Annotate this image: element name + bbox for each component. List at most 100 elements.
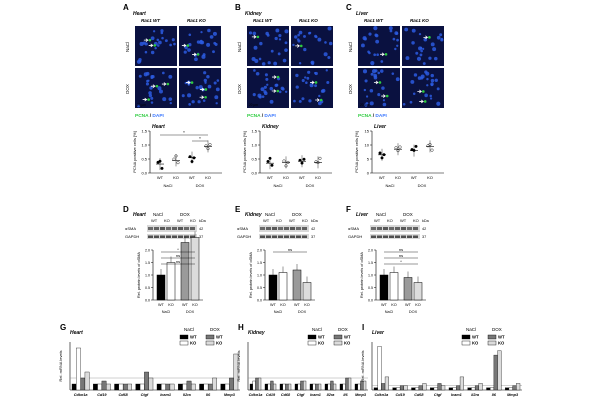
blot-band <box>296 227 301 230</box>
blot-band <box>290 227 295 230</box>
nucleus <box>388 26 393 31</box>
col-label-ko: Rac1 KO <box>299 18 318 23</box>
nucleus <box>416 56 422 61</box>
blot-band <box>377 235 382 238</box>
nucleus <box>409 100 413 104</box>
nucleus <box>195 86 199 90</box>
nucleus <box>275 28 280 33</box>
nucleus <box>395 77 400 82</box>
nucleus <box>282 58 287 63</box>
nucleus <box>200 31 203 34</box>
arrow-icon <box>150 84 156 88</box>
group-label: NaCl <box>162 310 171 314</box>
blot-band <box>383 227 388 230</box>
bar <box>497 350 502 391</box>
nucleus <box>426 77 429 81</box>
nucleus <box>368 32 372 36</box>
blot-band <box>190 235 195 238</box>
bar <box>166 262 176 301</box>
nucleus <box>315 35 318 39</box>
nucleus <box>394 47 397 51</box>
nucleus <box>304 76 307 79</box>
blot-row-label: GAPDH <box>348 234 362 239</box>
gene-label: Cd68 <box>414 393 424 397</box>
micrograph <box>402 26 444 66</box>
bar <box>474 385 479 391</box>
nucleus <box>158 89 163 94</box>
nucleus <box>266 83 269 86</box>
gene-label: Icam1 <box>160 393 171 397</box>
pcna-nucleus <box>190 81 194 84</box>
x-tick-label: KO <box>427 175 433 180</box>
bar <box>270 380 274 391</box>
x-tick-label: KO <box>391 303 397 307</box>
bar <box>229 377 234 391</box>
blot-band <box>154 227 159 230</box>
nucleus <box>325 69 328 72</box>
blot-band <box>190 227 195 230</box>
group-label: NaCl <box>274 310 283 314</box>
nucleus <box>382 102 387 107</box>
blot-lane-label: WT <box>151 218 158 223</box>
nucleus <box>197 100 201 104</box>
y-tick-label: 1.0 <box>141 143 147 148</box>
bar <box>433 387 438 391</box>
arrow-icon <box>310 80 315 85</box>
x-tick-label: KO <box>205 175 211 180</box>
nucleus <box>252 93 256 97</box>
nucleus <box>253 45 258 50</box>
nucleus <box>158 40 162 45</box>
panel-tissue: Kidney <box>245 11 262 17</box>
y-axis-label: Rel. protein levels of αSMA <box>249 252 253 298</box>
nucleus <box>298 61 302 65</box>
nucleus <box>145 82 149 86</box>
nucleus <box>168 74 173 79</box>
stain-legend: PCNA / DAPI <box>135 113 165 119</box>
legend-swatch <box>461 340 471 346</box>
y-tick-label: 0.0 <box>145 299 150 303</box>
x-tick-label: WT <box>189 175 196 180</box>
data-point <box>208 143 212 147</box>
nucleus <box>363 88 367 92</box>
y-tick-label: 0.0 <box>257 299 262 303</box>
y-tick-label: 1.5 <box>257 261 262 265</box>
bar <box>456 385 461 391</box>
bar <box>379 274 389 301</box>
data-point <box>176 161 180 165</box>
kda-value: 37 <box>311 235 315 239</box>
blot-band <box>413 227 418 230</box>
nucleus <box>145 71 150 76</box>
nucleus <box>207 84 212 89</box>
nucleus <box>292 43 295 47</box>
y-axis-label: PCNA positive cells [%] <box>132 131 137 173</box>
blot-band <box>260 227 265 230</box>
nucleus <box>413 73 418 77</box>
arrow-icon <box>315 98 320 102</box>
panel-letter: H <box>238 323 244 332</box>
y-tick-label: 0.5 <box>368 286 373 290</box>
plot-title: Heart <box>152 124 165 130</box>
nucleus <box>426 84 429 87</box>
bar <box>224 383 230 391</box>
pcna-nucleus <box>319 98 323 102</box>
group-label: NaCl <box>274 183 283 188</box>
nucleus <box>371 69 377 74</box>
nucleus <box>327 56 331 60</box>
sig-label: * <box>177 247 179 252</box>
blot-band <box>407 227 412 230</box>
nucleus <box>423 37 428 42</box>
blot-band <box>395 235 400 238</box>
nucleus <box>274 36 278 41</box>
blot-lane-label: WT <box>374 218 381 223</box>
nucleus <box>365 95 369 98</box>
gene-label: Cdkn1a <box>375 393 389 397</box>
nucleus <box>212 31 217 36</box>
nucleus <box>213 41 217 45</box>
blot-band <box>290 235 295 238</box>
data-point <box>394 146 398 150</box>
blot-band <box>184 227 189 230</box>
arrow-icon <box>148 43 154 48</box>
blot-band <box>172 235 177 238</box>
